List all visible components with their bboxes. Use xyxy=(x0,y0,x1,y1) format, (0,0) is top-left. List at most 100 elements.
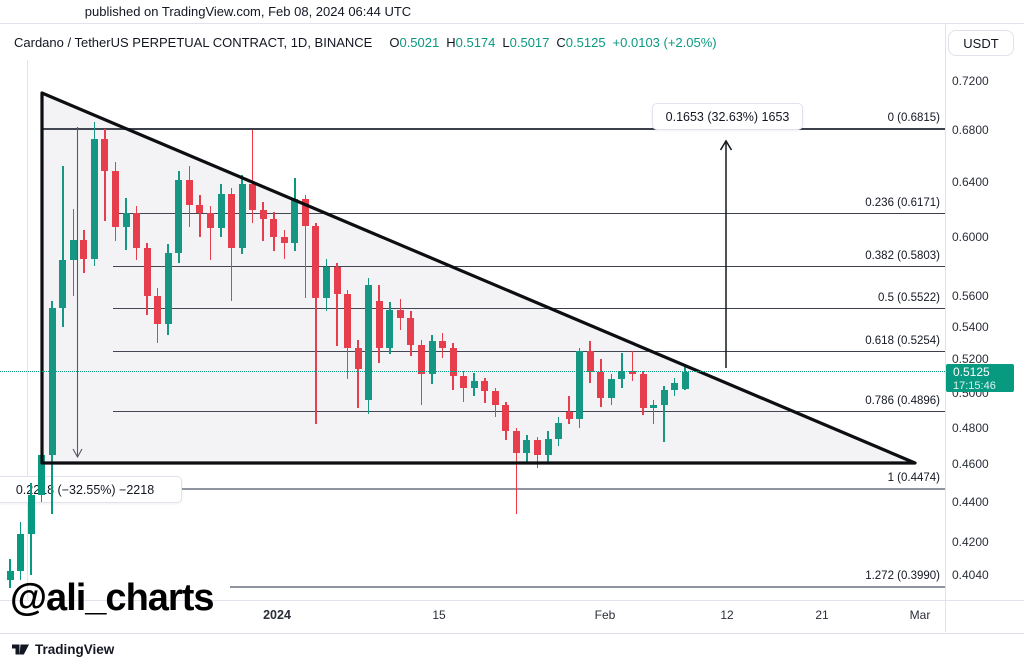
open-value: 0.5021 xyxy=(399,35,440,50)
candle-down xyxy=(280,236,288,243)
price-tick: 0.6800 xyxy=(952,122,989,137)
up-measure-label[interactable]: 0.1653 (32.63%) 1653 xyxy=(652,103,803,130)
candle-up xyxy=(291,199,299,243)
time-tick-2024: 2024 xyxy=(263,608,291,622)
candle-up xyxy=(365,285,373,400)
candle-down xyxy=(259,210,267,219)
candle-down xyxy=(407,317,415,345)
low-value: 0.5017 xyxy=(509,35,550,50)
price-tick: 0.6000 xyxy=(952,229,989,244)
price-tick: 0.4040 xyxy=(952,568,989,583)
candle-wick xyxy=(515,427,518,515)
time-tick-21: 21 xyxy=(815,608,829,622)
publish-info: published on TradingView.com, Feb 08, 20… xyxy=(84,4,412,19)
candle-down xyxy=(565,411,573,419)
chart-pane[interactable] xyxy=(0,0,945,600)
candle-down xyxy=(439,341,447,348)
low-label: L xyxy=(502,35,510,50)
candle-up xyxy=(6,571,14,580)
candle-down xyxy=(597,371,605,399)
candle-up xyxy=(69,239,77,261)
price-tick: 0.5600 xyxy=(952,288,989,303)
close-value: 0.5125 xyxy=(565,35,606,50)
candle-wick xyxy=(652,399,655,425)
tradingview-brand-text: TradingView xyxy=(35,642,115,657)
divider xyxy=(0,23,1024,24)
candle-down xyxy=(101,138,109,172)
candle-up xyxy=(607,379,615,399)
high-value: 0.5174 xyxy=(455,35,496,50)
badge-countdown: 17:15:46 xyxy=(953,380,996,392)
candle-down xyxy=(154,295,162,324)
badge-price: 0.5125 xyxy=(953,365,990,379)
candle-up xyxy=(470,381,478,388)
tradingview-logo-icon xyxy=(12,644,29,655)
candle-down xyxy=(112,171,119,228)
candle-up xyxy=(660,389,668,405)
price-tick: 0.4800 xyxy=(952,420,989,435)
candle-up xyxy=(175,180,183,253)
candle-wick xyxy=(283,229,286,259)
candle-down xyxy=(586,351,594,372)
open-label: O xyxy=(389,35,400,50)
candle-up xyxy=(59,260,67,309)
candle-up xyxy=(681,371,689,390)
candle-down xyxy=(185,180,193,205)
candle-up xyxy=(164,252,172,324)
candle-down xyxy=(196,204,204,214)
candle-up xyxy=(323,267,330,298)
high-label: H xyxy=(446,35,456,50)
candle-down xyxy=(491,391,499,405)
time-axis[interactable]: 2024 15 Feb 12 21 Mar xyxy=(0,600,1024,633)
candle-down xyxy=(312,225,320,298)
price-axis[interactable]: 0.7200 0.6800 0.6400 0.6000 0.5600 0.5400 0.52… xyxy=(945,24,1024,632)
candle-down xyxy=(301,199,309,226)
candle-down xyxy=(333,267,341,295)
candle-up xyxy=(48,308,56,455)
candle-down xyxy=(481,381,489,392)
price-tick: 0.4600 xyxy=(952,457,989,472)
candle-down xyxy=(512,431,520,454)
time-tick-Feb: Feb xyxy=(594,608,616,622)
candle-up xyxy=(576,351,584,419)
candle-down xyxy=(270,218,278,237)
candle-down xyxy=(228,193,236,249)
time-tick-Mar: Mar xyxy=(909,608,931,622)
price-tick: 0.5400 xyxy=(952,320,989,335)
candle-wick xyxy=(262,202,264,242)
candle-down xyxy=(354,347,362,370)
close-label: C xyxy=(556,35,566,50)
price-axis-border xyxy=(945,24,946,632)
candle-down xyxy=(502,404,510,432)
tradingview-footer[interactable]: TradingView xyxy=(12,641,114,658)
ohlc-values: O0.5021 H0.5174 L0.5017 C0.5125 +0.0103 (+2.… xyxy=(382,35,716,50)
time-tick-12: 12 xyxy=(720,608,734,622)
symbol-title: Cardano / TetherUS PERPETUAL CONTRACT, 1… xyxy=(14,35,373,50)
candle-down xyxy=(344,294,352,348)
candle-up xyxy=(650,404,658,409)
current-price-line xyxy=(0,370,945,372)
currency-toggle-button[interactable]: USDT xyxy=(948,30,1014,56)
candle-down xyxy=(396,309,404,318)
price-tick: 0.4400 xyxy=(952,495,989,510)
candle-down xyxy=(143,248,151,296)
candle-down xyxy=(206,213,214,229)
candle-down xyxy=(133,213,141,249)
candle-down xyxy=(639,374,647,409)
candle-up xyxy=(555,422,563,439)
candle-wick xyxy=(568,396,570,425)
candle-up xyxy=(544,438,552,455)
candle-up xyxy=(217,193,225,229)
candle-down xyxy=(375,300,383,348)
candle-up xyxy=(428,341,436,375)
price-tick: 0.4200 xyxy=(952,535,989,550)
candle-up xyxy=(90,138,98,259)
candle-up xyxy=(618,370,626,380)
candle-up xyxy=(386,309,394,348)
current-price-badge: 0.5125 17:15:46 xyxy=(946,364,1014,392)
candle-up xyxy=(671,382,679,390)
change-value: +0.0103 (+2.05%) xyxy=(612,35,717,50)
chart-legend[interactable]: Cardano / TetherUS PERPETUAL CONTRACT, 1… xyxy=(14,35,717,50)
candle-up xyxy=(38,455,46,495)
price-tick: 0.5200 xyxy=(952,352,989,367)
